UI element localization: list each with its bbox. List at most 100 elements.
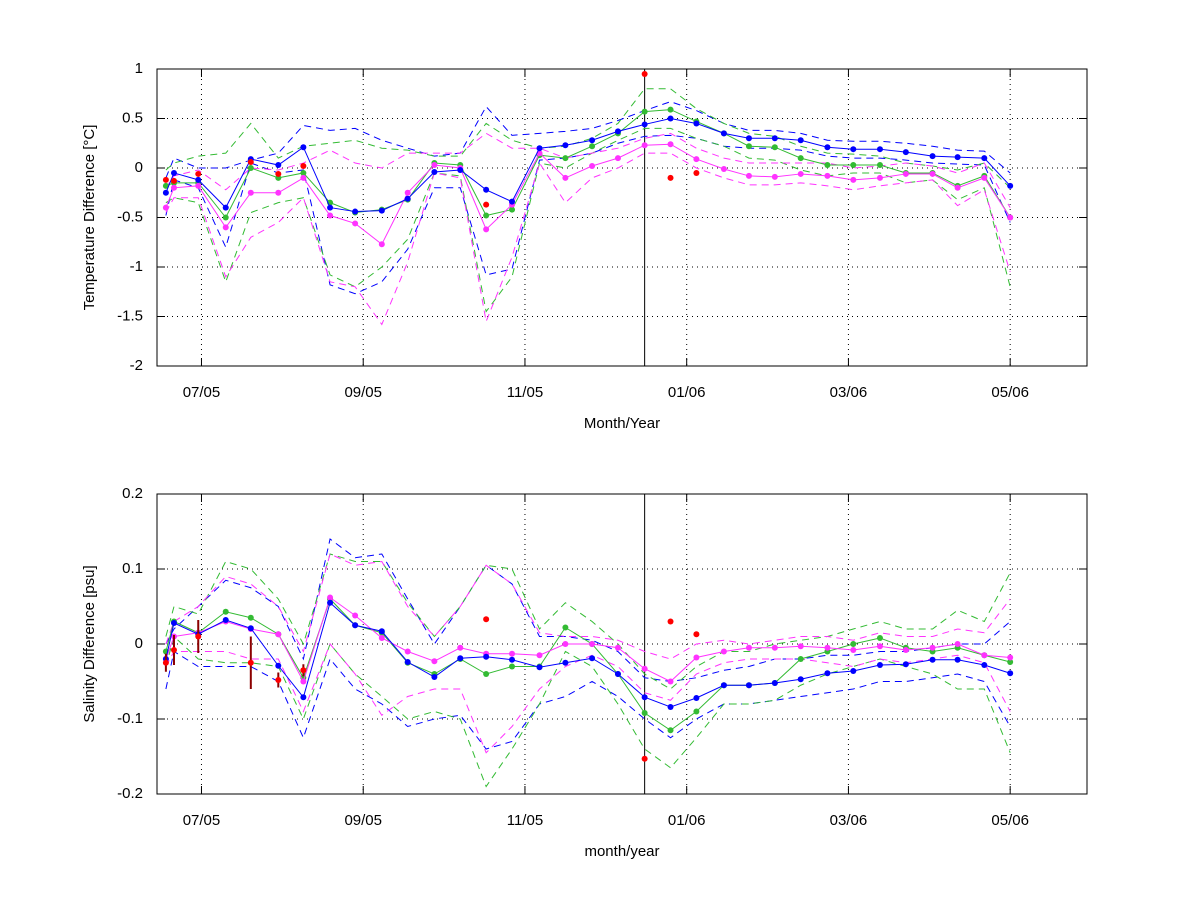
marker [431, 674, 438, 680]
marker [378, 628, 385, 635]
dashed-line [165, 132, 1011, 208]
marker [614, 155, 621, 162]
marker [667, 106, 674, 113]
marker [641, 142, 648, 149]
x-tick-label: 07/05 [183, 812, 221, 829]
marker [457, 166, 464, 173]
series-line [165, 601, 1011, 708]
marker [247, 625, 254, 632]
marker [509, 198, 516, 205]
marker [641, 70, 648, 77]
marker [483, 616, 490, 623]
marker [614, 644, 621, 651]
marker [850, 647, 857, 653]
marker [222, 204, 229, 211]
marker [509, 663, 516, 670]
x-tick-label: 07/05 [183, 384, 221, 401]
marker [929, 644, 936, 651]
marker [162, 204, 169, 211]
marker [824, 144, 831, 151]
marker [876, 635, 883, 641]
marker [300, 169, 307, 176]
marker [300, 678, 307, 685]
marker [1007, 659, 1014, 665]
marker [275, 170, 282, 177]
marker [667, 174, 674, 181]
marker [327, 594, 334, 601]
series-line [165, 117, 1011, 213]
marker [771, 135, 778, 142]
y-tick-label: 0.2 [122, 485, 143, 502]
y-tick-label: -0.1 [117, 710, 143, 727]
marker [195, 170, 202, 177]
x-tick-label: 05/06 [991, 812, 1029, 829]
marker [404, 189, 411, 196]
marker [641, 755, 648, 762]
marker [222, 608, 229, 615]
marker [562, 641, 569, 647]
x-tick-label: 03/06 [830, 384, 868, 401]
marker [352, 622, 359, 629]
x-axis-label: Month/Year [584, 415, 660, 432]
marker [902, 661, 909, 668]
marker [720, 165, 727, 172]
marker [483, 212, 490, 219]
marker [195, 633, 202, 640]
marker [509, 650, 516, 657]
marker [745, 682, 752, 689]
marker [693, 654, 700, 661]
marker [797, 137, 804, 144]
marker [614, 671, 621, 677]
marker [327, 599, 334, 606]
marker [457, 655, 464, 662]
marker [536, 664, 543, 671]
marker [562, 624, 569, 631]
marker [929, 656, 936, 663]
marker [589, 137, 596, 144]
series-line [165, 596, 1011, 683]
marker [483, 226, 490, 233]
marker [247, 159, 254, 166]
dashed-line [165, 134, 1011, 295]
marker [771, 680, 778, 686]
marker [170, 620, 177, 626]
marker [902, 647, 909, 653]
marker [352, 220, 359, 227]
marker [195, 176, 202, 183]
marker [589, 655, 596, 662]
marker [562, 174, 569, 181]
marker [797, 656, 804, 662]
marker [170, 169, 177, 176]
marker [771, 173, 778, 180]
marker [300, 667, 307, 674]
marker [850, 641, 857, 647]
x-tick-label: 03/06 [830, 812, 868, 829]
marker [929, 153, 936, 160]
marker [771, 144, 778, 151]
marker [352, 612, 359, 619]
marker [1007, 670, 1014, 677]
marker [162, 176, 169, 183]
y-tick-label: 1 [135, 60, 143, 77]
marker [797, 155, 804, 162]
marker [693, 631, 700, 638]
x-tick-label: 01/06 [668, 812, 706, 829]
marker [745, 644, 752, 651]
marker [404, 659, 411, 665]
marker [483, 653, 490, 660]
marker [195, 182, 202, 189]
dashed-line [165, 635, 1011, 788]
marker [1007, 214, 1014, 221]
marker [641, 665, 648, 672]
x-axis-label: month/year [584, 843, 659, 860]
dashed-line [165, 101, 1011, 179]
y-tick-label: 0 [135, 159, 143, 176]
marker [170, 177, 177, 184]
marker [162, 659, 169, 666]
marker [589, 143, 596, 150]
marker [300, 694, 307, 701]
series-line [165, 109, 1011, 219]
marker [745, 172, 752, 179]
marker [1007, 182, 1014, 189]
